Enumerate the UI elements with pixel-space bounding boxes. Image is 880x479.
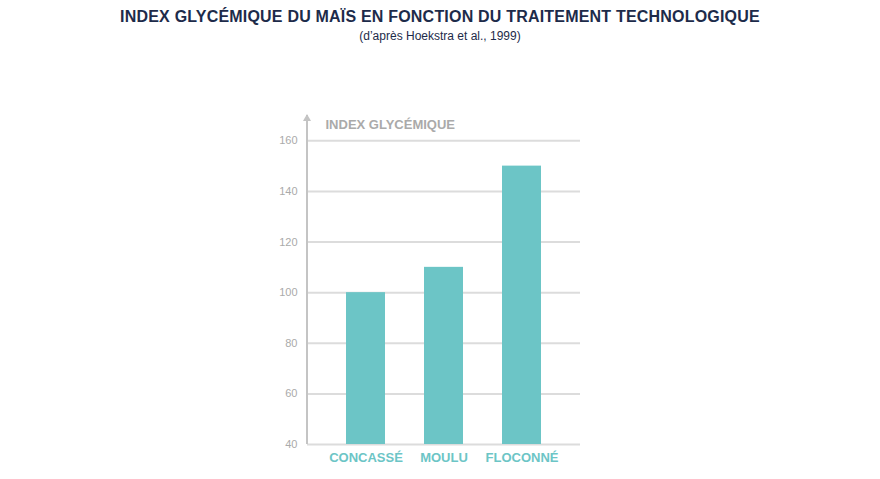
svg-text:140: 140	[279, 185, 297, 197]
svg-text:80: 80	[285, 337, 297, 349]
svg-text:CONCASSÉ: CONCASSÉ	[329, 450, 403, 465]
svg-text:40: 40	[285, 438, 297, 450]
svg-text:100: 100	[279, 286, 297, 298]
svg-text:60: 60	[285, 387, 297, 399]
svg-text:INDEX GLYCÉMIQUE: INDEX GLYCÉMIQUE	[326, 117, 456, 132]
html-text:INDEX GLYCÉMIQUE DU MAÏS EN FO: INDEX GLYCÉMIQUE DU MAÏS EN FONCTION DU …	[120, 8, 760, 25]
svg-text:160: 160	[279, 134, 297, 146]
svg-text:120: 120	[279, 236, 297, 248]
svg-text:FLOCONNÉ: FLOCONNÉ	[486, 450, 559, 465]
svg-text:MOULU: MOULU	[420, 450, 468, 465]
html-text:(d’après Hoekstra et al., 1999: (d’après Hoekstra et al., 1999)	[359, 29, 521, 43]
